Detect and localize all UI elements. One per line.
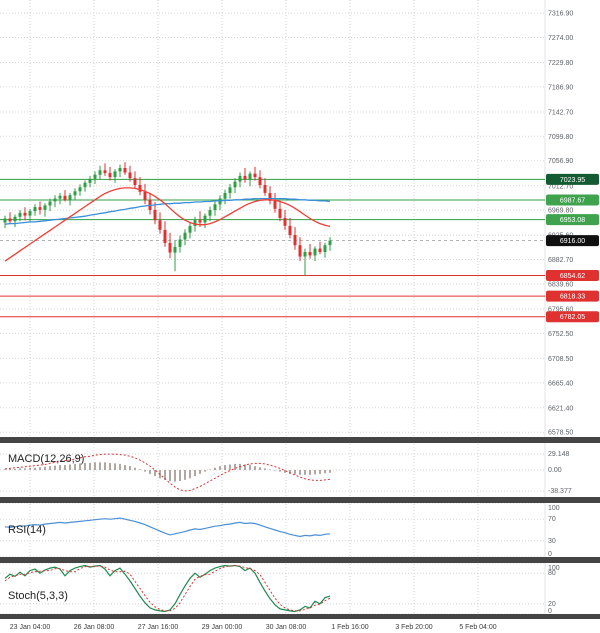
macd-panel-title: MACD(12,26,9) [8, 453, 85, 465]
svg-text:6578.50: 6578.50 [548, 430, 573, 437]
ma-red-line [4, 187, 331, 262]
svg-text:5 Feb 04:00: 5 Feb 04:00 [459, 624, 496, 631]
date-axis-labels: 23 Jan 04:00 26 Jan 08:00 27 Jan 16:00 29 J… [10, 624, 497, 631]
rsi-line [4, 517, 331, 538]
svg-text:26 Jan 08:00: 26 Jan 08:00 [74, 624, 115, 631]
svg-text:6854.62: 6854.62 [560, 273, 585, 280]
svg-text:6708.50: 6708.50 [548, 356, 573, 363]
svg-text:100: 100 [548, 565, 560, 572]
panel-separators[interactable] [0, 437, 600, 619]
svg-text:7229.80: 7229.80 [548, 60, 573, 67]
svg-text:29.148: 29.148 [548, 451, 570, 458]
svg-text:6916.00: 6916.00 [560, 238, 585, 245]
price-gridlines [0, 12, 545, 433]
svg-text:27 Jan 16:00: 27 Jan 16:00 [138, 624, 179, 631]
svg-text:-38.377: -38.377 [548, 488, 572, 495]
macd-signal-line [4, 453, 331, 492]
stoch-d-line [4, 564, 331, 612]
svg-text:6839.60: 6839.60 [548, 282, 573, 289]
svg-text:6621.40: 6621.40 [548, 405, 573, 412]
svg-text:20: 20 [548, 601, 556, 608]
ma-blue-line [4, 197, 331, 225]
vertical-gridlines [29, 0, 479, 614]
svg-text:1 Feb 16:00: 1 Feb 16:00 [331, 624, 368, 631]
svg-text:29 Jan 00:00: 29 Jan 00:00 [202, 624, 243, 631]
svg-text:3 Feb 20:00: 3 Feb 20:00 [395, 624, 432, 631]
svg-text:30 Jan 08:00: 30 Jan 08:00 [266, 624, 307, 631]
price-level-badges[interactable]: 7023.95 6987.67 6953.08 6854.62 6818.33 6782.… [546, 173, 599, 323]
svg-text:70: 70 [548, 516, 556, 523]
svg-text:7316.90: 7316.90 [548, 11, 573, 18]
svg-text:30: 30 [548, 538, 556, 545]
svg-text:7142.70: 7142.70 [548, 110, 573, 117]
svg-text:6782.05: 6782.05 [560, 314, 585, 321]
svg-text:7023.95: 7023.95 [560, 177, 585, 184]
svg-text:23 Jan 04:00: 23 Jan 04:00 [10, 624, 51, 631]
svg-text:6795.60: 6795.60 [548, 307, 573, 314]
svg-text:7012.70: 7012.70 [548, 183, 573, 190]
svg-text:80: 80 [548, 570, 556, 577]
svg-text:6752.50: 6752.50 [548, 331, 573, 338]
svg-text:6882.70: 6882.70 [548, 257, 573, 264]
svg-text:6665.40: 6665.40 [548, 380, 573, 387]
svg-text:7274.00: 7274.00 [548, 35, 573, 42]
svg-text:6818.33: 6818.33 [560, 294, 585, 301]
stoch-panel-title: Stoch(5,3,3) [8, 590, 68, 602]
svg-text:7056.90: 7056.90 [548, 158, 573, 165]
svg-text:0.00: 0.00 [548, 467, 562, 474]
svg-text:100: 100 [548, 505, 560, 512]
svg-text:7099.80: 7099.80 [548, 134, 573, 141]
svg-text:0: 0 [548, 608, 552, 615]
svg-text:7186.90: 7186.90 [548, 84, 573, 91]
current-price-badge [546, 235, 599, 247]
price-axis-ticks: 7316.90 7274.00 7229.80 7186.90 7142.70 7099.… [548, 11, 573, 437]
candlesticks [3, 162, 332, 276]
svg-text:6987.67: 6987.67 [560, 198, 585, 205]
rsi-panel-title: RSI(14) [8, 524, 46, 536]
svg-text:0: 0 [548, 551, 552, 558]
svg-text:6969.80: 6969.80 [548, 208, 573, 215]
svg-text:6953.08: 6953.08 [560, 217, 585, 224]
macd-histogram [4, 462, 331, 482]
